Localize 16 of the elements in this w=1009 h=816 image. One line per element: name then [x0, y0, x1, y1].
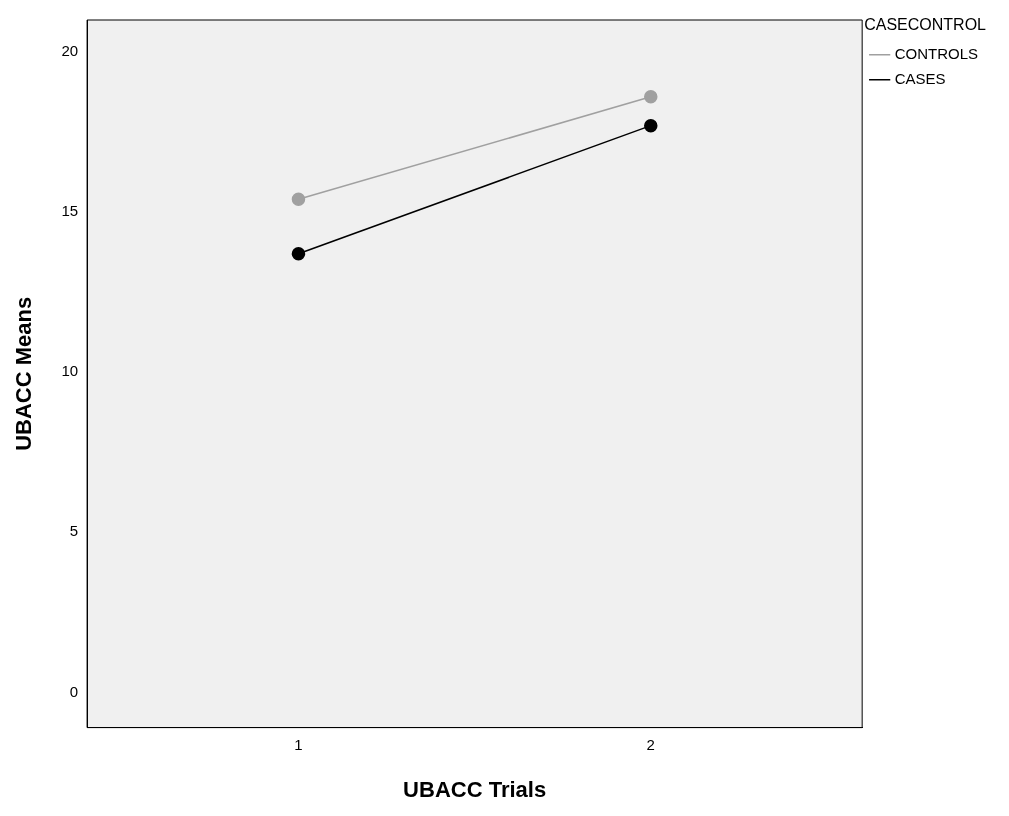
x-tick-label: 1 — [294, 735, 303, 753]
point — [291, 192, 306, 207]
legend-title: CASECONTROL — [864, 16, 987, 34]
x-axis-title: UBACC Trials — [403, 776, 547, 802]
y-tick-label: 15 — [61, 202, 79, 220]
x-tick-label: 2 — [646, 735, 655, 753]
y-tick-label: 5 — [69, 522, 79, 540]
y-tick-label: 0 — [69, 682, 79, 700]
y-axis-title: UBACC Means — [11, 296, 37, 451]
point — [644, 90, 658, 104]
point — [291, 246, 306, 261]
legend-label: CONTROLS — [894, 44, 978, 62]
y-tick-label: 20 — [61, 42, 79, 60]
point — [644, 118, 658, 133]
legend-label: CASES — [894, 69, 946, 87]
y-tick-label: 10 — [61, 362, 79, 380]
